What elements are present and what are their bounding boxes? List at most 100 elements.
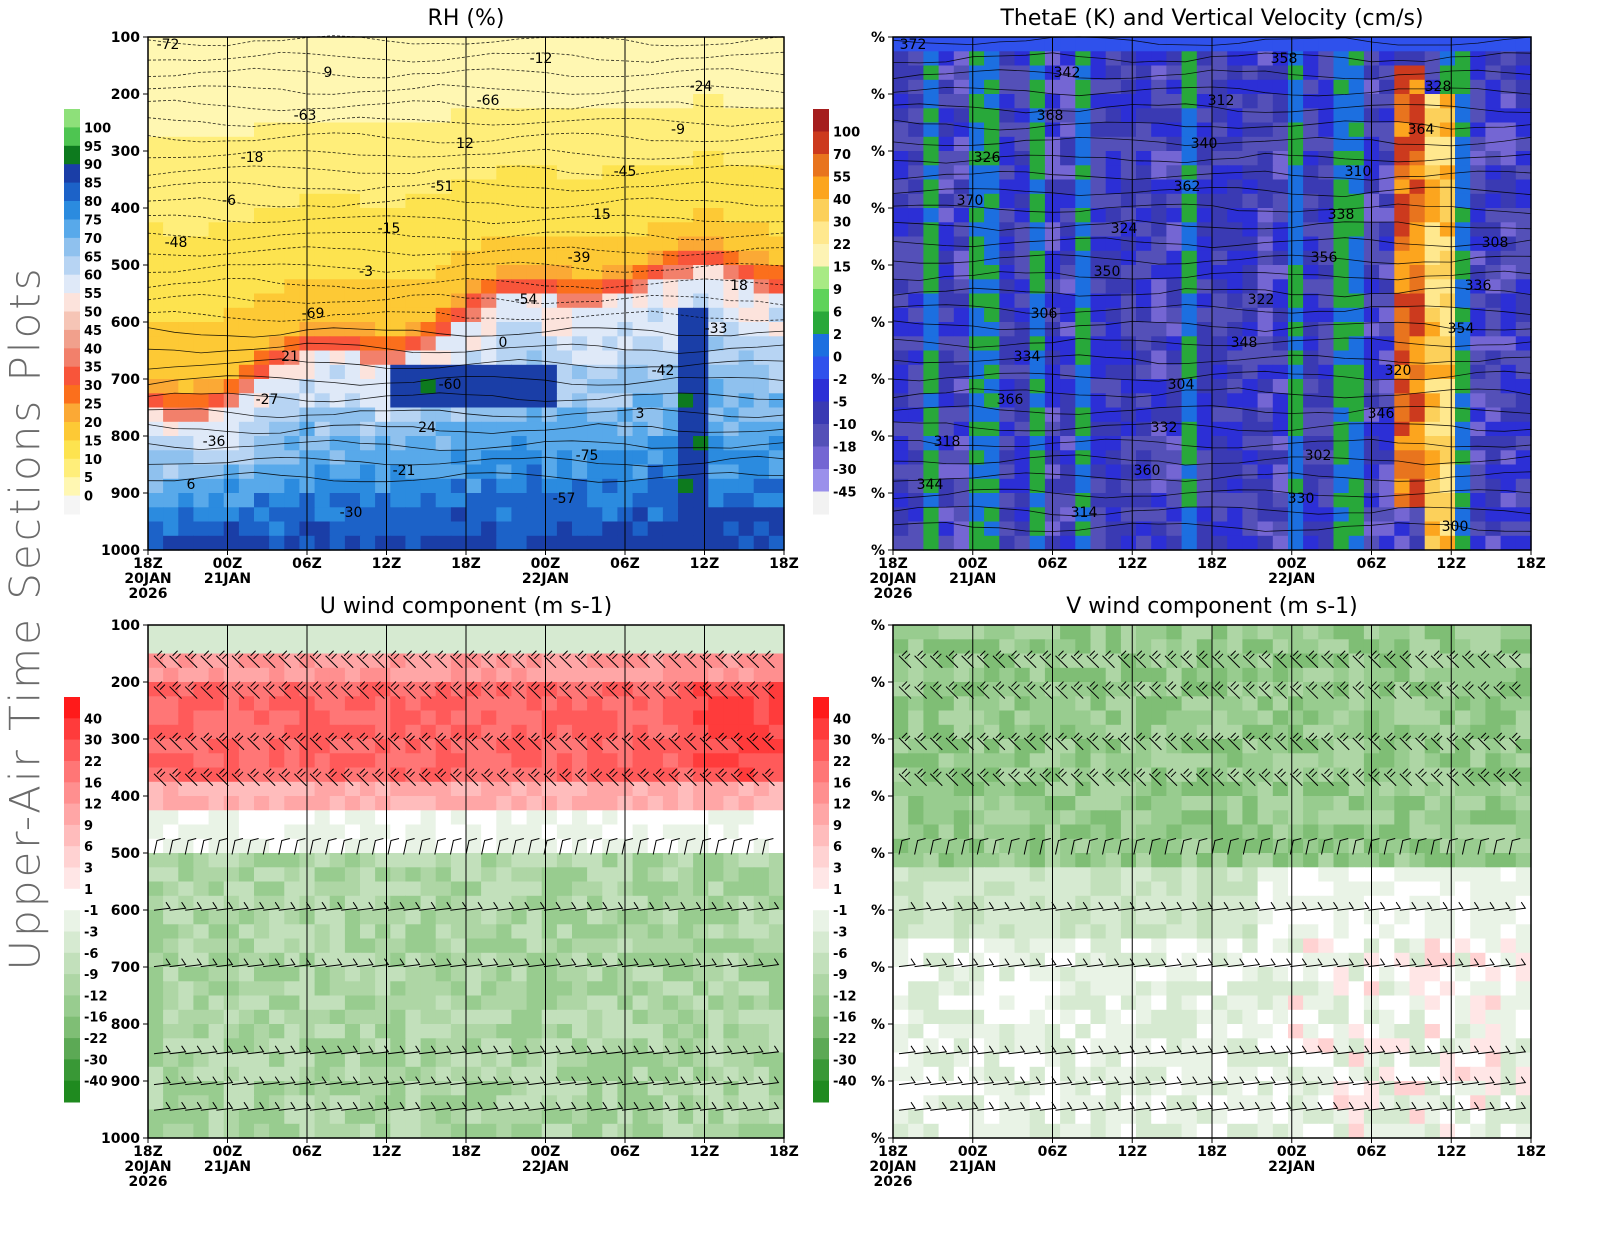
field-cell — [662, 336, 679, 352]
field-cell — [768, 151, 785, 166]
field-cell — [753, 393, 770, 409]
field-cell — [556, 924, 573, 940]
field-cell — [1333, 65, 1350, 81]
field-cell — [163, 1009, 179, 1025]
field-cell — [314, 981, 331, 997]
field-cell — [572, 322, 588, 337]
field-cell — [738, 208, 755, 223]
wind-barb — [200, 768, 214, 787]
field-cell — [1227, 421, 1243, 437]
field-cell — [572, 108, 588, 124]
field-cell — [1409, 179, 1426, 195]
field-cell — [541, 667, 558, 683]
field-cell — [999, 436, 1016, 451]
field-cell — [984, 165, 1000, 181]
field-cell — [647, 222, 664, 238]
field-cell — [1500, 136, 1517, 152]
field-cell — [587, 236, 603, 252]
field-cell — [1090, 208, 1107, 223]
field-cell — [1196, 108, 1213, 124]
field-cell — [1105, 250, 1122, 266]
field-cell — [1212, 379, 1228, 394]
field-cell — [450, 924, 467, 940]
field-cell — [466, 179, 482, 195]
field-cell — [723, 1052, 740, 1068]
field-cell — [768, 136, 785, 152]
contour-label: -15 — [378, 221, 401, 237]
wind-barb — [216, 681, 229, 699]
field-cell — [1090, 464, 1107, 480]
field-cell — [768, 838, 785, 854]
field-cell — [481, 739, 497, 754]
field-cell — [1227, 250, 1243, 266]
field-cell — [450, 493, 467, 508]
field-cell — [208, 51, 225, 67]
field-cell — [1303, 51, 1319, 67]
field-cell — [1333, 51, 1350, 67]
field-cell — [1196, 151, 1213, 166]
field-cell — [526, 639, 543, 655]
field-cell — [148, 1038, 164, 1054]
contour-label: 354 — [1448, 321, 1475, 337]
field-cell — [1196, 179, 1213, 195]
field-cell — [208, 1081, 225, 1096]
field-cell — [938, 108, 955, 124]
field-cell — [1515, 122, 1532, 138]
field-cell — [1075, 450, 1092, 466]
field-cell — [1470, 350, 1486, 366]
wind-barb — [668, 681, 682, 699]
field-cell — [1394, 65, 1411, 81]
field-cell — [390, 1095, 406, 1111]
field-cell — [541, 967, 558, 982]
field-cell — [572, 938, 588, 954]
field-cell — [344, 1052, 361, 1068]
field-cell — [466, 895, 482, 911]
field-cell — [723, 507, 740, 523]
field-cell — [148, 193, 164, 209]
field-cell — [1136, 51, 1152, 67]
field-cell — [647, 336, 664, 352]
field-cell — [496, 450, 512, 466]
field-cell — [420, 1081, 437, 1096]
field-cell — [1379, 407, 1395, 423]
field-cell — [1455, 208, 1471, 223]
field-cell — [969, 535, 985, 551]
field-cell — [329, 696, 346, 712]
field-cell — [1075, 322, 1092, 337]
field-cell — [556, 696, 573, 712]
field-cell — [1348, 208, 1365, 223]
field-cell — [481, 625, 497, 640]
colorbar-swatch — [64, 293, 80, 312]
field-cell — [344, 1109, 361, 1125]
field-cell — [1500, 293, 1517, 309]
field-cell — [223, 938, 240, 954]
field-cell — [1348, 364, 1365, 380]
field-cell — [678, 293, 694, 309]
field-cell — [572, 464, 588, 480]
field-cell — [405, 1066, 422, 1082]
field-cell — [587, 824, 603, 840]
field-cell — [923, 379, 940, 394]
field-cell — [1409, 493, 1426, 508]
field-cell — [632, 724, 649, 740]
field-cell — [587, 493, 603, 508]
field-cell — [193, 838, 210, 854]
field-cell — [1424, 79, 1441, 95]
field-cell — [938, 436, 955, 451]
field-cell — [496, 393, 512, 409]
field-cell — [284, 250, 300, 266]
field-cell — [269, 781, 285, 797]
field-cell — [1227, 222, 1243, 238]
field-cell — [329, 208, 346, 223]
field-cell — [148, 293, 164, 309]
field-cell — [678, 952, 694, 968]
field-cell — [708, 653, 724, 669]
field-cell — [420, 653, 437, 669]
field-cell — [435, 279, 452, 295]
field-cell — [284, 464, 300, 480]
field-cell — [511, 981, 528, 997]
field-cell — [435, 824, 452, 840]
field-cell — [938, 236, 955, 252]
field-cell — [254, 208, 270, 223]
field-cell — [329, 810, 346, 826]
